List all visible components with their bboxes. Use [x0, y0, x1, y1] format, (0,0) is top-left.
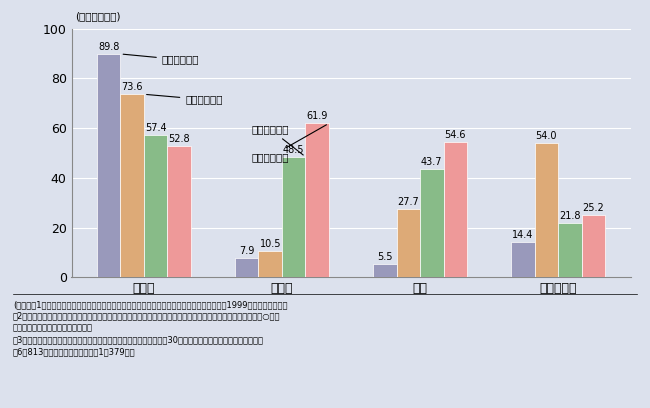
Text: 補助的な業務: 補助的な業務 — [252, 124, 304, 155]
Text: 48.5: 48.5 — [283, 145, 304, 155]
Text: 定型的な業務: 定型的な業務 — [252, 125, 326, 162]
Text: 52.8: 52.8 — [168, 134, 190, 144]
Text: 43.7: 43.7 — [421, 157, 443, 167]
Text: 27.7: 27.7 — [397, 197, 419, 206]
Text: 21.8: 21.8 — [559, 211, 580, 221]
Text: 73.6: 73.6 — [122, 82, 143, 92]
Text: (備考）　1．日本労働力研究機構『労働力の非正社員化・外部化と劳務管理に関する調査』（1999年）により作成。
　2．「貴事業所では以下に示す各労働者は、各々ど: (備考） 1．日本労働力研究機構『労働力の非正社員化・外部化と劳務管理に関する調… — [13, 300, 287, 356]
Text: 基幹的な業務: 基幹的な業務 — [123, 54, 200, 65]
Bar — [282, 157, 306, 277]
Text: 25.2: 25.2 — [582, 203, 604, 213]
Bar — [511, 242, 535, 277]
Bar — [167, 146, 191, 277]
Text: 7.9: 7.9 — [239, 246, 254, 256]
Text: (複数回答：％): (複数回答：％) — [75, 11, 120, 21]
Bar — [235, 258, 259, 277]
Bar — [582, 215, 605, 277]
Bar — [535, 143, 558, 277]
Text: 10.5: 10.5 — [259, 239, 281, 249]
Text: 5.5: 5.5 — [377, 252, 393, 262]
Bar — [306, 123, 329, 277]
Text: 54.0: 54.0 — [536, 131, 557, 141]
Text: 14.4: 14.4 — [512, 230, 534, 239]
Bar — [259, 251, 282, 277]
Bar — [120, 94, 144, 277]
Text: 61.9: 61.9 — [307, 111, 328, 122]
Bar — [97, 54, 120, 277]
Text: 57.4: 57.4 — [145, 122, 166, 133]
Bar — [373, 264, 396, 277]
Text: 54.6: 54.6 — [445, 130, 466, 140]
Bar — [144, 135, 167, 277]
Bar — [420, 169, 443, 277]
Text: 専門的な業務: 専門的な業務 — [147, 95, 223, 104]
Bar — [443, 142, 467, 277]
Bar — [396, 208, 420, 277]
Text: 89.8: 89.8 — [98, 42, 120, 52]
Bar — [558, 223, 582, 277]
